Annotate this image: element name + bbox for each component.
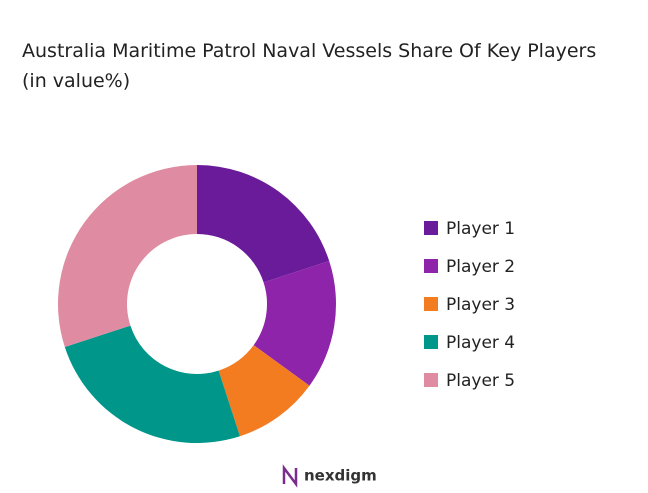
- slice: [197, 165, 330, 283]
- legend-label: Player 3: [446, 295, 515, 315]
- legend-label: Player 5: [446, 371, 515, 391]
- legend-label: Player 1: [446, 219, 515, 239]
- slice: [218, 345, 310, 437]
- legend-label: Player 2: [446, 257, 515, 277]
- chart-title: Australia Maritime Patrol Naval Vessels …: [22, 40, 597, 92]
- brand: nexdigm: [304, 467, 377, 485]
- logo: nexdigm: [282, 464, 377, 488]
- legend-swatch: [424, 221, 438, 235]
- legend-swatch: [424, 335, 438, 349]
- legend-label: Player 4: [446, 333, 515, 353]
- slice: [57, 165, 198, 347]
- legend-swatch: [424, 373, 438, 387]
- slice: [253, 261, 337, 386]
- legend-swatch: [424, 297, 438, 311]
- slice: [64, 325, 240, 443]
- legend-swatch: [424, 259, 438, 273]
- logo-icon: [282, 464, 298, 488]
